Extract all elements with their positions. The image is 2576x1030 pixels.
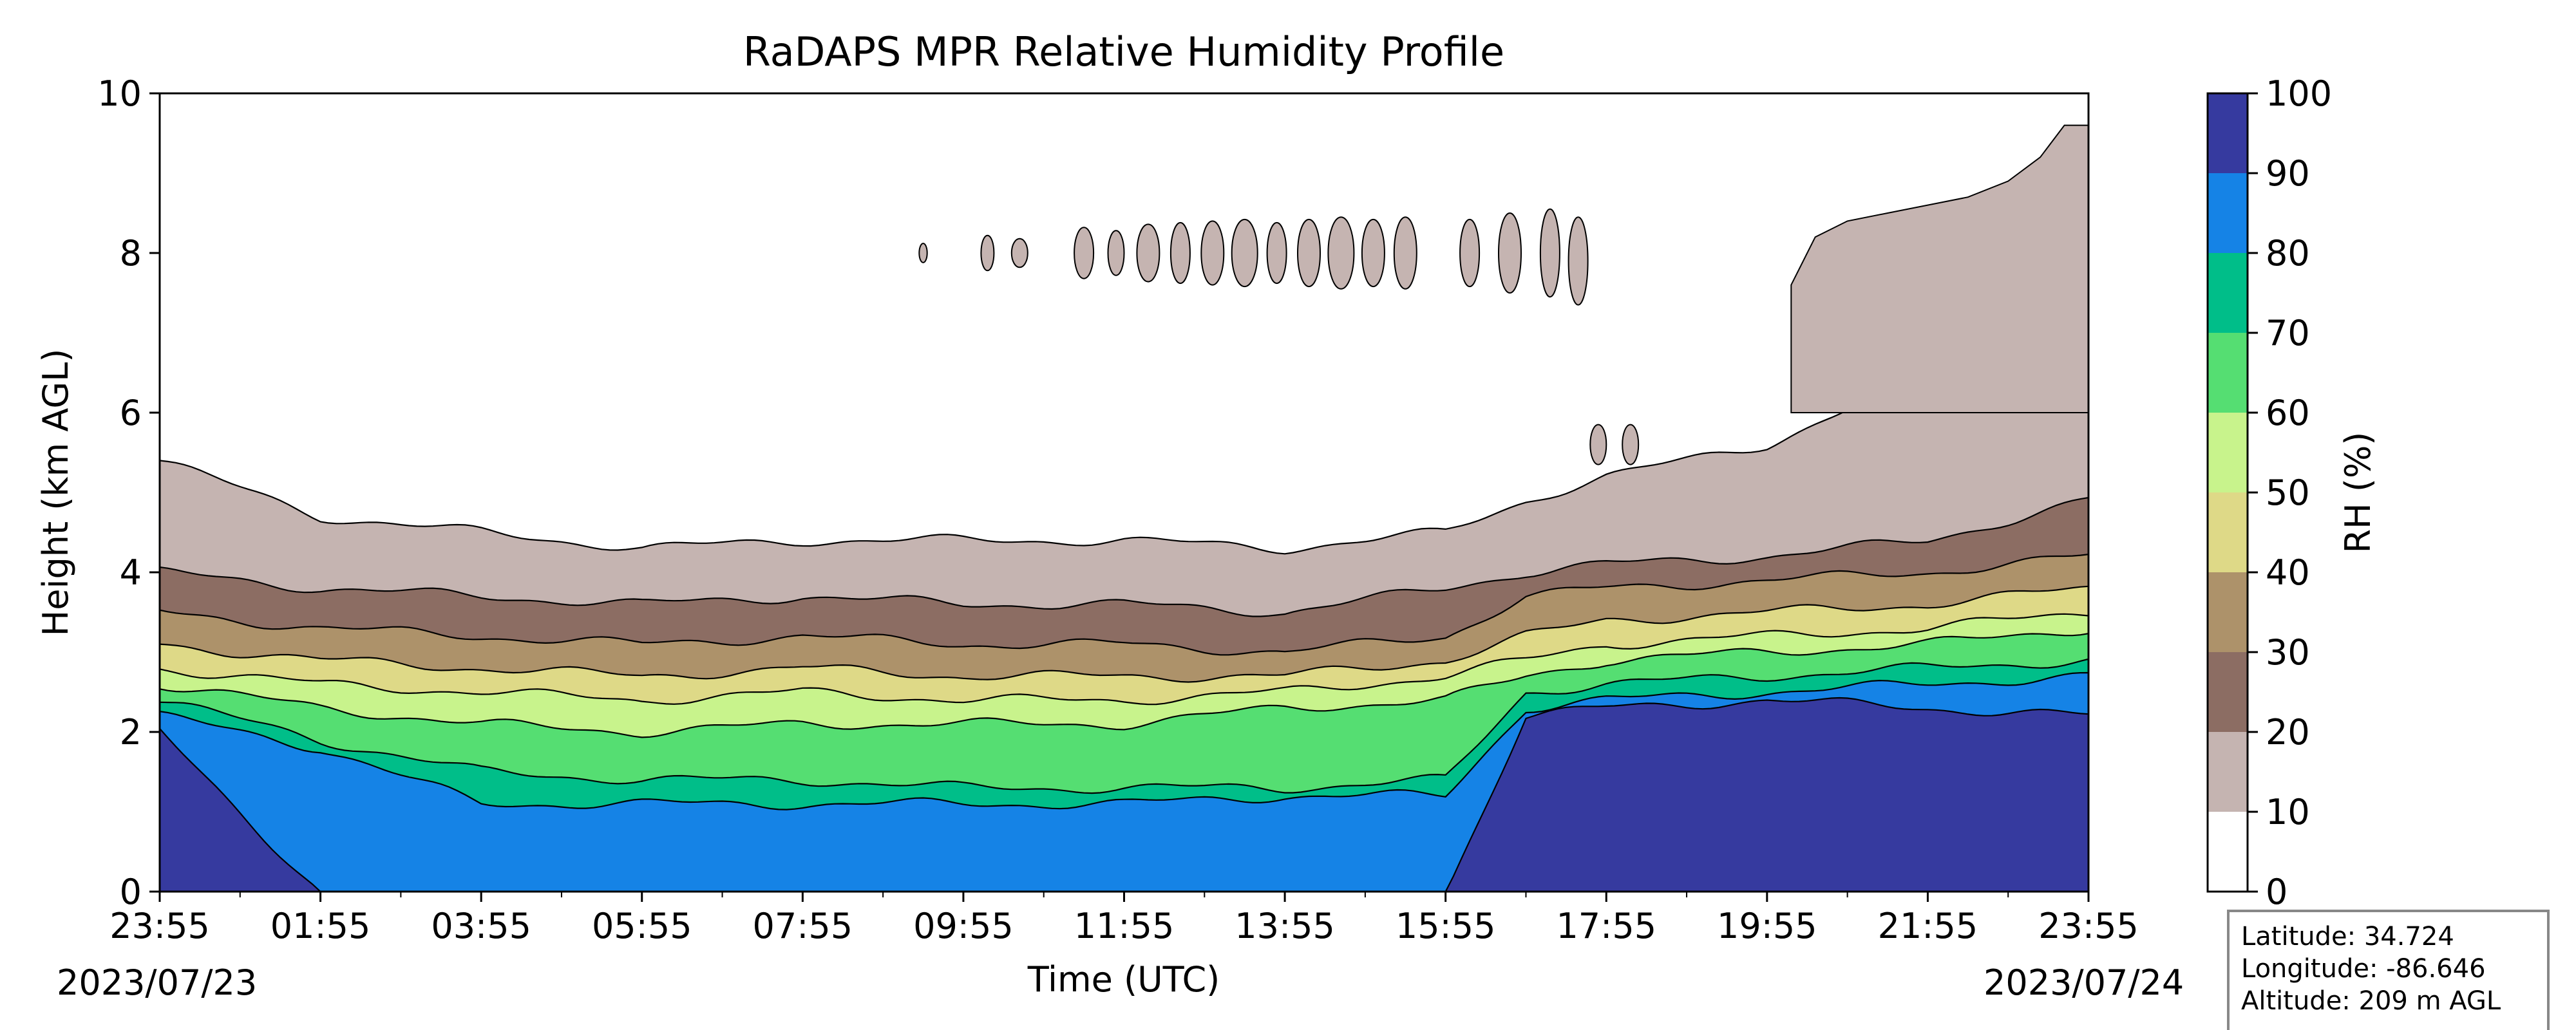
cloud-patch bbox=[1589, 424, 1607, 465]
location-info-box: Latitude: 34.724 Longitude: -86.646 Alti… bbox=[2227, 910, 2550, 1030]
cloud-patch bbox=[1136, 223, 1160, 283]
rh-band-90-100 bbox=[160, 697, 2088, 892]
high-cloud-region bbox=[1790, 124, 2088, 413]
x-tick-label: 03:55 bbox=[431, 906, 531, 946]
x-tick-label: 21:55 bbox=[1878, 906, 1978, 946]
cloud-patch bbox=[1297, 218, 1321, 288]
cloud-patch bbox=[1170, 221, 1191, 285]
start-date-label: 2023/07/23 bbox=[57, 962, 257, 1003]
cloud-patch bbox=[1327, 216, 1355, 290]
colorbar-tick-label: 70 bbox=[2266, 313, 2310, 353]
colorbar-tick-label: 30 bbox=[2266, 632, 2310, 673]
cloud-patch bbox=[1539, 208, 1560, 298]
y-axis: 0 2 4 6 8 10 bbox=[97, 73, 160, 912]
colorbar-swatch bbox=[2208, 333, 2248, 413]
x-tick-label: 11:55 bbox=[1074, 906, 1175, 946]
x-tick-label: 05:55 bbox=[592, 906, 692, 946]
colorbar-tick-label: 40 bbox=[2266, 552, 2310, 593]
colorbar-tick-label: 90 bbox=[2266, 153, 2310, 194]
cloud-patch bbox=[1567, 216, 1589, 306]
colorbar-swatch bbox=[2208, 413, 2248, 492]
cloud-patch bbox=[1010, 238, 1028, 268]
chart-title: RaDAPS MPR Relative Humidity Profile bbox=[743, 28, 1504, 75]
y-tick-label: 0 bbox=[120, 872, 142, 912]
x-tick-label: 13:55 bbox=[1235, 906, 1335, 946]
colorbar-tick-label: 10 bbox=[2266, 792, 2310, 832]
rh-contour-bands bbox=[160, 129, 2088, 892]
colorbar-swatches bbox=[2208, 93, 2248, 892]
colorbar-tick-label: 0 bbox=[2266, 872, 2287, 912]
colorbar-ticks: 0 10 20 30 40 50 60 70 80 90 100 bbox=[2248, 73, 2332, 912]
cloud-patch bbox=[1459, 218, 1481, 288]
colorbar-tick-label: 50 bbox=[2266, 473, 2310, 513]
colorbar-swatch bbox=[2208, 173, 2248, 253]
cloud-patch bbox=[1200, 220, 1225, 286]
cloud-patch bbox=[1266, 221, 1287, 285]
y-tick-label: 6 bbox=[120, 393, 142, 433]
colorbar-swatch bbox=[2208, 732, 2248, 812]
plot-area bbox=[158, 92, 2090, 893]
cloud-patch bbox=[918, 243, 928, 263]
x-tick-label: 23:55 bbox=[109, 906, 210, 946]
x-tick-label: 09:55 bbox=[913, 906, 1014, 946]
x-axis-label: Time (UTC) bbox=[1027, 959, 1220, 1000]
cloud-patch bbox=[1498, 212, 1522, 294]
x-tick-label: 07:55 bbox=[753, 906, 853, 946]
colorbar-swatch bbox=[2208, 572, 2248, 652]
y-axis-label: Height (km AGL) bbox=[35, 349, 76, 637]
x-tick-label: 15:55 bbox=[1396, 906, 1496, 946]
end-date-label: 2023/07/24 bbox=[1984, 962, 2184, 1003]
y-tick-label: 2 bbox=[120, 712, 142, 753]
colorbar-swatch bbox=[2208, 93, 2248, 173]
colorbar-tick-label: 60 bbox=[2266, 393, 2310, 433]
cloud-patch bbox=[1107, 230, 1125, 276]
latitude-text: Latitude: 34.724 bbox=[2241, 922, 2454, 951]
colorbar-tick-label: 20 bbox=[2266, 712, 2310, 753]
x-tick-label: 01:55 bbox=[270, 906, 371, 946]
colorbar: 0 10 20 30 40 50 60 70 80 90 100 RH (%) bbox=[2206, 73, 2378, 912]
colorbar-swatch bbox=[2208, 253, 2248, 333]
cloud-patch bbox=[1231, 218, 1258, 288]
colorbar-swatch bbox=[2208, 652, 2248, 732]
y-tick-label: 8 bbox=[120, 233, 142, 274]
colorbar-tick-label: 100 bbox=[2266, 73, 2332, 114]
longitude-text: Longitude: -86.646 bbox=[2241, 954, 2486, 984]
cloud-patch bbox=[1361, 218, 1385, 288]
x-axis: 23:55 01:55 03:55 05:55 07:55 09:55 11:55 13:55… bbox=[109, 892, 2139, 946]
location-box-frame bbox=[2227, 910, 2550, 1030]
colorbar-tick-label: 80 bbox=[2266, 233, 2310, 274]
upper-cloud-patches bbox=[918, 124, 2088, 465]
cloud-patch bbox=[980, 234, 995, 272]
altitude-text: Altitude: 209 m AGL bbox=[2241, 986, 2501, 1016]
cloud-patch bbox=[1622, 424, 1640, 465]
cloud-patch bbox=[1074, 227, 1095, 279]
x-tick-label: 17:55 bbox=[1556, 906, 1656, 946]
y-tick-label: 4 bbox=[120, 552, 142, 593]
x-tick-label: 23:55 bbox=[2038, 906, 2139, 946]
colorbar-label: RH (%) bbox=[2338, 432, 2378, 554]
colorbar-swatch bbox=[2208, 812, 2248, 892]
x-tick-label: 19:55 bbox=[1717, 906, 1817, 946]
y-tick-label: 10 bbox=[97, 73, 142, 114]
colorbar-swatch bbox=[2208, 492, 2248, 572]
cloud-patch bbox=[1393, 216, 1417, 290]
